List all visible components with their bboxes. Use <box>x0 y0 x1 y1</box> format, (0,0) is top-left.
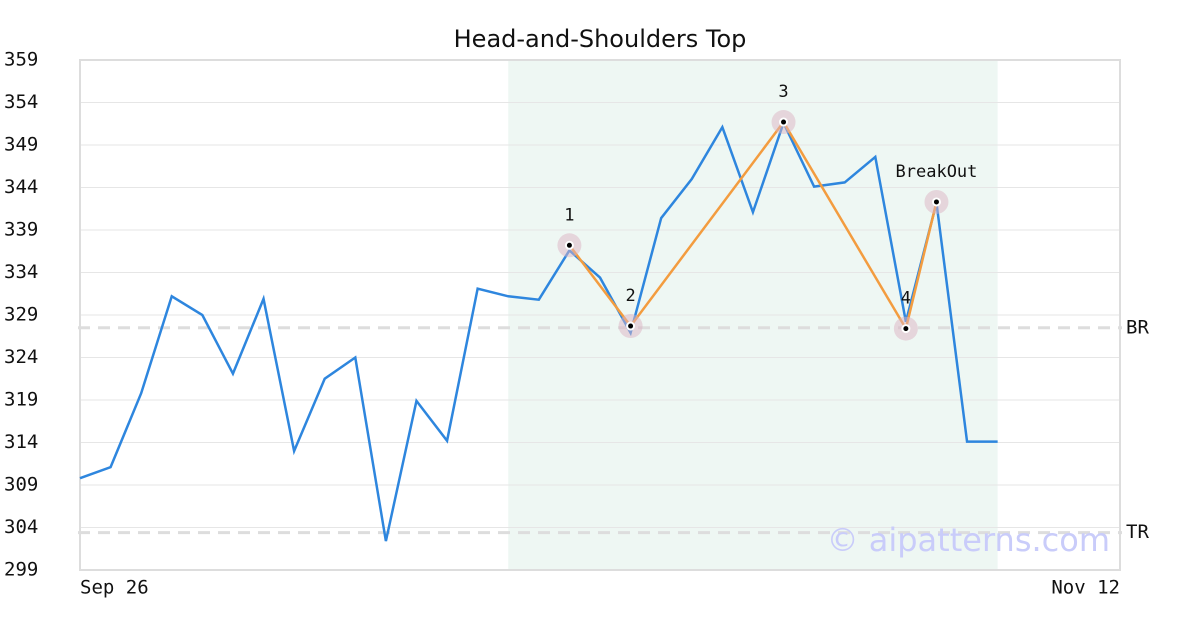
pattern-point <box>901 324 911 334</box>
y-tick-label: 349 <box>4 134 38 156</box>
pattern-point <box>931 197 941 207</box>
price-line <box>79 119 998 542</box>
y-tick-label: 334 <box>4 261 38 283</box>
y-tick-label: 299 <box>4 559 38 581</box>
y-tick-label: 344 <box>4 176 38 198</box>
pattern-point <box>779 117 789 127</box>
pattern-label: 4 <box>901 289 911 309</box>
chart-title: Head-and-Shoulders Top <box>454 25 747 53</box>
y-tick-label: 304 <box>4 516 38 538</box>
pattern-point <box>626 321 636 331</box>
y-tick-label: 339 <box>4 219 38 241</box>
x-tick-label: Sep 26 <box>80 577 149 599</box>
level-label: TR <box>1126 521 1149 543</box>
pattern-point <box>564 240 574 250</box>
y-tick-label: 359 <box>4 49 38 71</box>
y-tick-label: 314 <box>4 431 38 453</box>
y-tick-label: 329 <box>4 304 38 326</box>
y-tick-label: 309 <box>4 474 38 496</box>
y-tick-label: 354 <box>4 91 38 113</box>
pattern-label: 3 <box>778 82 788 102</box>
x-tick-label: Nov 12 <box>1051 577 1120 599</box>
pattern-label: 1 <box>564 205 574 225</box>
pattern-label: 2 <box>625 286 635 306</box>
plot-frame <box>79 59 1121 571</box>
pattern-label: BreakOut <box>896 162 978 182</box>
y-tick-label: 324 <box>4 346 38 368</box>
y-tick-label: 319 <box>4 389 38 411</box>
watermark: © aipatterns.com <box>827 521 1110 559</box>
level-label: BR <box>1126 316 1149 338</box>
